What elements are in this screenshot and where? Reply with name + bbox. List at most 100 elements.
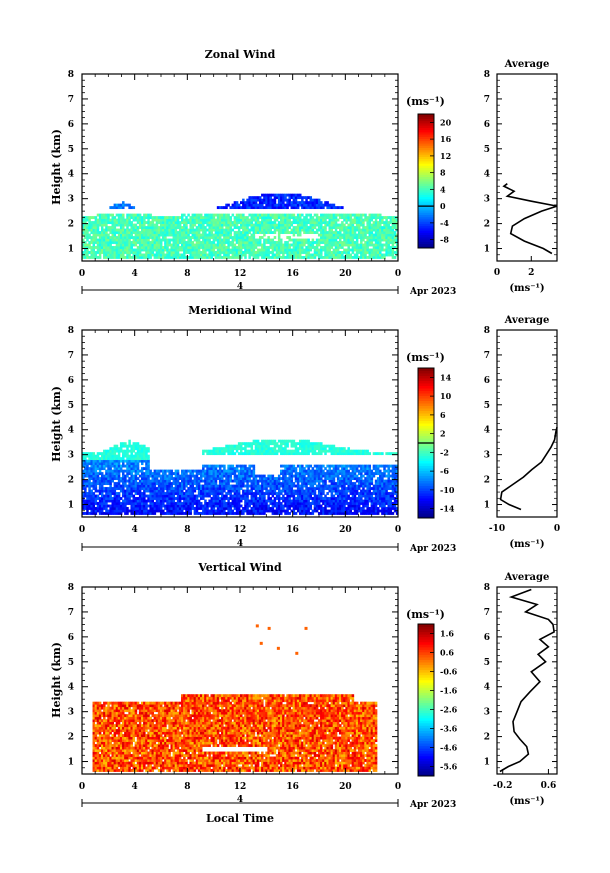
heatmap-cell xyxy=(265,499,268,503)
heatmap-cell xyxy=(109,492,112,495)
heatmap-cell xyxy=(265,489,268,493)
heatmap-cell xyxy=(221,221,224,224)
heatmap-cell xyxy=(214,243,218,247)
heatmap-cell xyxy=(322,241,325,244)
heatmap-cell xyxy=(294,226,298,229)
heatmap-cell xyxy=(212,228,216,232)
heatmap-cell xyxy=(111,452,114,456)
heatmap-cell xyxy=(294,449,298,453)
heatmap-cell xyxy=(355,213,359,217)
heatmap-cell xyxy=(307,203,310,207)
heatmap-cell xyxy=(248,474,251,478)
heatmap-cell xyxy=(366,251,369,254)
heatmap-cell xyxy=(138,469,142,473)
heatmap-cell xyxy=(271,507,275,510)
heatmap-cell xyxy=(303,241,306,244)
heatmap-cell xyxy=(263,243,266,247)
heatmap-cell xyxy=(103,462,106,466)
heatmap-cell xyxy=(132,509,136,513)
heatmap-cell xyxy=(143,248,146,252)
heatmap-cell xyxy=(111,464,114,468)
heatmap-cell xyxy=(132,248,136,252)
heatmap-cell xyxy=(191,221,195,224)
heatmap-cell xyxy=(164,223,167,227)
heatmap-cell xyxy=(199,507,203,510)
heatmap-cell xyxy=(107,469,110,473)
heatmap-cell xyxy=(271,193,275,197)
heatmap-cell xyxy=(96,479,100,483)
heatmap-cell xyxy=(288,243,291,247)
heatmap-cell xyxy=(168,226,171,229)
heatmap-cell xyxy=(223,256,226,259)
heatmap-cell xyxy=(126,218,129,222)
heatmap-cell xyxy=(151,489,155,493)
heatmap-cell xyxy=(170,502,173,505)
heatmap-cell xyxy=(240,231,243,234)
heatmap-cell xyxy=(122,457,125,461)
heatmap-cell xyxy=(303,226,306,229)
heatmap-cell xyxy=(290,489,294,493)
heatmap-cell xyxy=(290,467,294,471)
heatmap-cell xyxy=(328,228,331,232)
heatmap-cell xyxy=(136,444,140,448)
heatmap-cell xyxy=(296,203,300,207)
heatmap-cell xyxy=(347,231,350,234)
heatmap-cell xyxy=(298,196,302,200)
heatmap-cell xyxy=(244,233,247,237)
heatmap-cell xyxy=(252,504,256,508)
heatmap-cell xyxy=(313,203,317,207)
heatmap-cell xyxy=(82,256,85,259)
heatmap-cell xyxy=(250,236,254,239)
heatmap-cell xyxy=(381,228,384,232)
heatmap-cell xyxy=(100,218,104,222)
heatmap-cell xyxy=(244,479,247,483)
heatmap-cell xyxy=(235,201,239,205)
heatmap-cell xyxy=(199,497,203,500)
heatmap-cell xyxy=(334,216,338,220)
heatmap-cell xyxy=(292,442,296,446)
heatmap-cell xyxy=(244,452,247,456)
heatmap-cell xyxy=(117,487,121,490)
heatmap-cell xyxy=(119,497,123,500)
heatmap-cell xyxy=(221,241,224,244)
heatmap-cell xyxy=(229,479,232,483)
heatmap-cell xyxy=(168,479,171,483)
heatmap-cell xyxy=(88,452,91,456)
heatmap-cell xyxy=(227,479,230,483)
heatmap-cell xyxy=(143,467,146,471)
heatmap-cell xyxy=(113,447,117,451)
heatmap-cell xyxy=(155,241,159,244)
heatmap-cell xyxy=(349,218,353,222)
heatmap-cell xyxy=(134,504,138,508)
heatmap-cell xyxy=(250,243,254,247)
heatmap-cell xyxy=(164,241,167,244)
heatmap-cell xyxy=(339,226,342,229)
heatmap-cell xyxy=(237,243,241,247)
heatmap-cell xyxy=(191,226,195,229)
heatmap-cell xyxy=(290,223,294,227)
heatmap-cell xyxy=(193,477,197,480)
heatmap-cell xyxy=(88,469,91,473)
heatmap-cell xyxy=(197,233,201,237)
heatmap-cell xyxy=(357,231,361,234)
heatmap-cell xyxy=(326,223,329,227)
profile-y-tick-label: 4 xyxy=(484,170,490,180)
heatmap-cell xyxy=(107,449,110,453)
colorbar-unit: (ms⁻¹) xyxy=(406,95,445,108)
heatmap-cell xyxy=(84,472,87,476)
heatmap-cells xyxy=(82,439,398,515)
heatmap-cell xyxy=(122,462,125,466)
heatmap-cell xyxy=(246,198,249,202)
heatmap-cell xyxy=(345,256,348,259)
heatmap-cell xyxy=(286,509,289,513)
heatmap-cell xyxy=(187,507,190,510)
heatmap-cell xyxy=(303,221,306,224)
heatmap-cell xyxy=(199,226,203,229)
heatmap-cell xyxy=(258,449,262,453)
heatmap-cell xyxy=(181,494,184,498)
heatmap-cell xyxy=(280,497,283,500)
heatmap-cell xyxy=(132,459,136,463)
heatmap-cell xyxy=(134,499,138,503)
heatmap-cell xyxy=(103,454,106,458)
heatmap-cell xyxy=(391,248,395,252)
